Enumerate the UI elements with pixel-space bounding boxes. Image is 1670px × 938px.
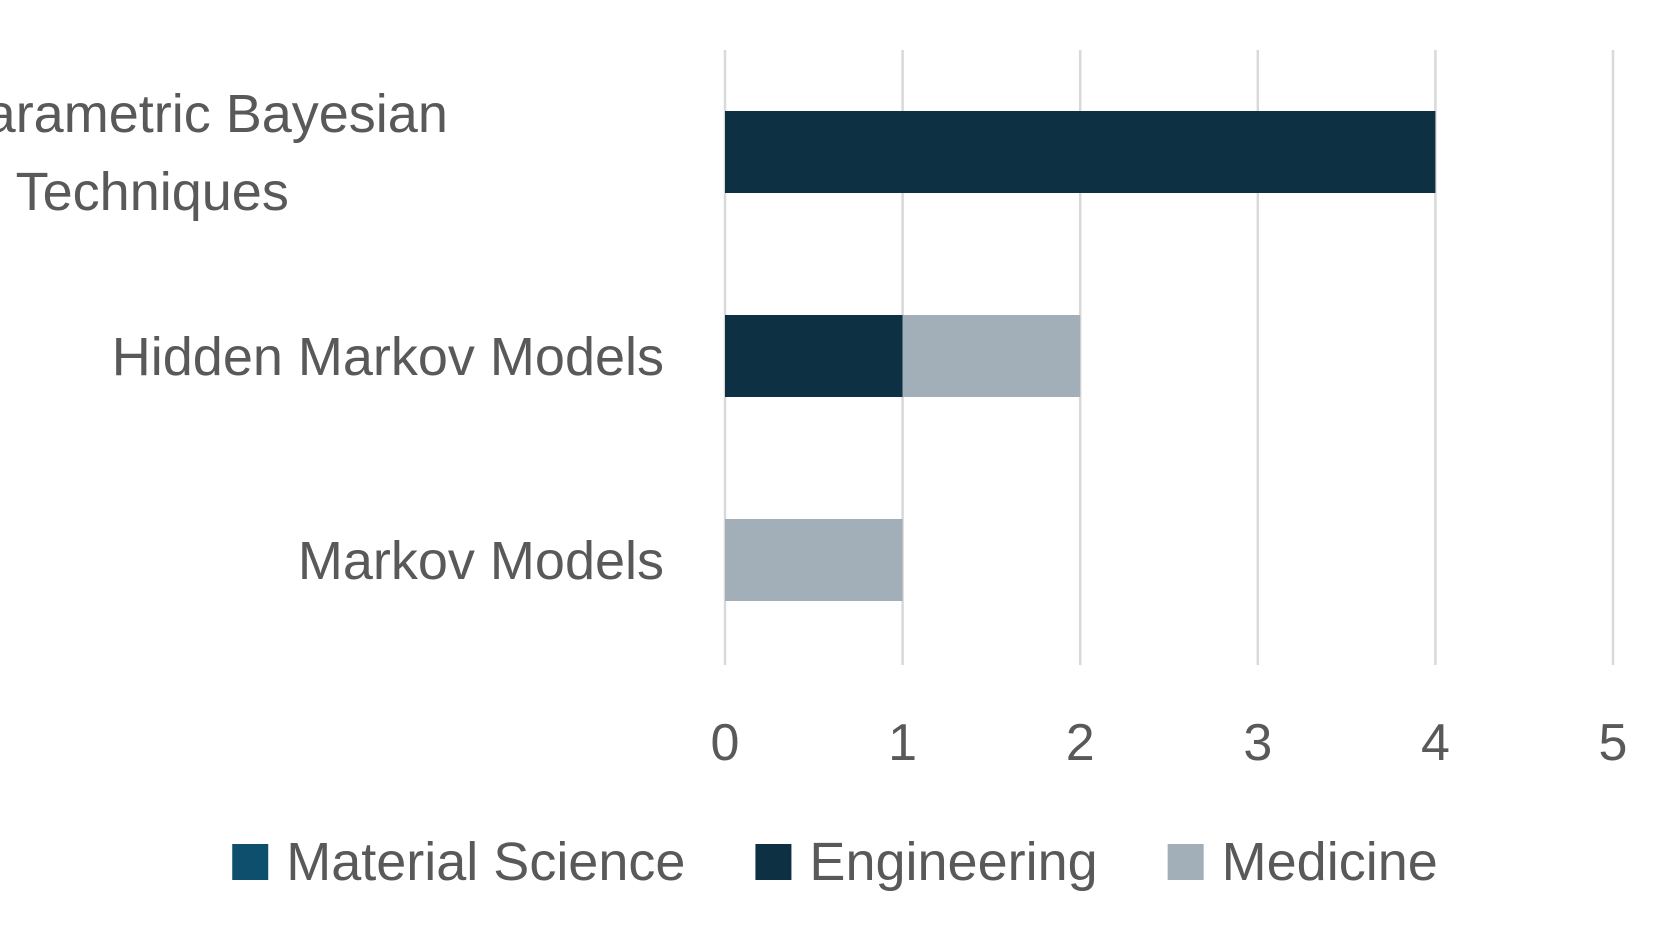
legend-item: Medicine <box>1167 832 1438 892</box>
bar-medicine <box>725 519 903 601</box>
category-label-line: Hidden Markov Models <box>112 327 664 387</box>
legend: Material Science Engineering Medicine <box>232 832 1438 892</box>
legend-swatch <box>1167 844 1204 880</box>
category-label: Hidden Markov Models <box>112 327 664 387</box>
legend-swatch <box>755 844 792 880</box>
category-label-line: Markov Models <box>298 531 664 591</box>
legend-label: Material Science <box>286 832 685 892</box>
x-tick-label: 2 <box>1066 714 1095 772</box>
category-label-line: Nonparametric Bayesian <box>0 84 448 144</box>
legend-label: Engineering <box>809 832 1097 892</box>
legend-item: Engineering <box>755 832 1098 892</box>
category-label-line: Techniques <box>16 162 289 222</box>
bar-engineering <box>725 111 1436 193</box>
category-label: Markov Models <box>298 531 664 591</box>
bars <box>725 111 1436 601</box>
x-tick-label: 3 <box>1243 714 1272 772</box>
category-axis-labels: Nonparametric Bayesian Techniques Hidden M… <box>0 84 664 591</box>
x-tick-label: 1 <box>888 714 917 772</box>
x-tick-label: 4 <box>1421 714 1450 772</box>
x-tick-label: 5 <box>1599 714 1628 772</box>
legend-label: Medicine <box>1222 832 1438 892</box>
legend-item: Material Science <box>232 832 685 892</box>
bar-medicine <box>902 315 1081 397</box>
category-label: Nonparametric Bayesian Techniques <box>0 84 448 222</box>
x-tick-label: 0 <box>711 714 740 772</box>
bar-engineering <box>725 315 903 397</box>
value-axis-tick-labels: 0 1 2 3 4 5 <box>711 714 1628 772</box>
legend-swatch <box>232 844 269 880</box>
